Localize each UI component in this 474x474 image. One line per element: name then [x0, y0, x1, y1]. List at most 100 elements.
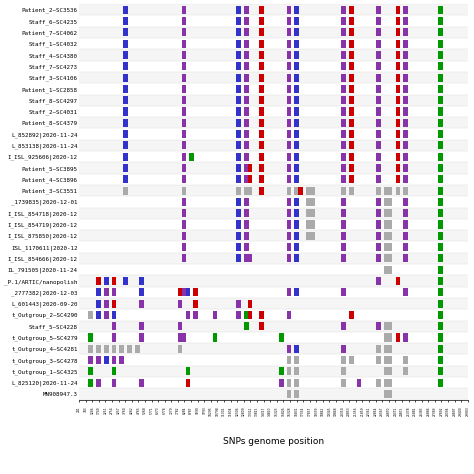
Bar [376, 40, 381, 48]
Bar [341, 232, 346, 240]
Bar [384, 322, 389, 330]
Bar [79, 275, 468, 287]
Bar [376, 277, 381, 285]
Bar [248, 187, 253, 195]
Bar [287, 28, 292, 36]
Bar [403, 141, 408, 149]
Bar [79, 230, 468, 241]
Bar [186, 367, 190, 375]
Bar [182, 288, 186, 296]
Bar [395, 40, 400, 48]
Bar [310, 187, 315, 195]
Bar [259, 51, 264, 59]
Bar [79, 366, 468, 377]
Bar [395, 130, 400, 138]
Bar [438, 96, 443, 104]
Bar [376, 17, 381, 25]
Bar [123, 6, 128, 14]
Bar [438, 255, 443, 263]
Bar [279, 333, 283, 342]
Bar [88, 356, 93, 364]
Bar [190, 153, 194, 161]
Bar [403, 153, 408, 161]
Bar [127, 345, 132, 353]
Bar [438, 153, 443, 161]
Bar [395, 73, 400, 82]
Bar [123, 118, 128, 127]
Bar [236, 153, 241, 161]
Bar [244, 232, 248, 240]
Bar [438, 379, 443, 387]
Bar [79, 208, 468, 219]
Bar [376, 209, 381, 217]
Bar [193, 300, 198, 308]
Bar [384, 333, 389, 342]
Bar [388, 345, 392, 353]
Bar [384, 187, 389, 195]
Bar [395, 118, 400, 127]
Bar [403, 130, 408, 138]
Bar [395, 175, 400, 183]
Bar [79, 27, 468, 38]
Bar [376, 345, 381, 353]
Bar [259, 130, 264, 138]
Bar [438, 243, 443, 251]
Bar [112, 333, 117, 342]
Bar [182, 40, 186, 48]
Bar [244, 141, 248, 149]
Bar [341, 130, 346, 138]
Bar [96, 300, 101, 308]
Bar [79, 162, 468, 173]
Bar [294, 141, 299, 149]
Bar [376, 141, 381, 149]
Bar [236, 164, 241, 172]
Bar [259, 118, 264, 127]
Bar [182, 85, 186, 93]
Bar [287, 73, 292, 82]
Bar [376, 187, 381, 195]
Bar [306, 220, 311, 228]
Bar [403, 164, 408, 172]
Bar [236, 300, 241, 308]
Bar [287, 17, 292, 25]
Bar [259, 62, 264, 70]
Bar [376, 175, 381, 183]
Bar [236, 187, 241, 195]
Bar [403, 333, 408, 342]
Bar [79, 16, 468, 27]
Bar [79, 94, 468, 106]
Bar [244, 209, 248, 217]
Bar [341, 243, 346, 251]
Bar [438, 6, 443, 14]
Bar [384, 209, 389, 217]
Bar [349, 28, 354, 36]
Bar [244, 28, 248, 36]
Bar [438, 311, 443, 319]
Bar [96, 356, 101, 364]
Bar [349, 62, 354, 70]
Bar [104, 311, 109, 319]
Bar [403, 118, 408, 127]
Bar [287, 118, 292, 127]
Bar [376, 51, 381, 59]
Bar [287, 255, 292, 263]
Bar [294, 356, 299, 364]
Bar [236, 175, 241, 183]
Bar [294, 62, 299, 70]
Bar [287, 390, 292, 398]
Bar [438, 187, 443, 195]
Bar [287, 311, 292, 319]
Bar [96, 311, 101, 319]
Bar [259, 96, 264, 104]
Bar [388, 379, 392, 387]
Bar [96, 277, 101, 285]
Bar [403, 243, 408, 251]
Bar [341, 164, 346, 172]
Bar [123, 277, 128, 285]
Bar [96, 288, 101, 296]
Bar [244, 96, 248, 104]
Bar [244, 51, 248, 59]
Bar [438, 345, 443, 353]
Bar [384, 367, 389, 375]
Bar [213, 333, 218, 342]
